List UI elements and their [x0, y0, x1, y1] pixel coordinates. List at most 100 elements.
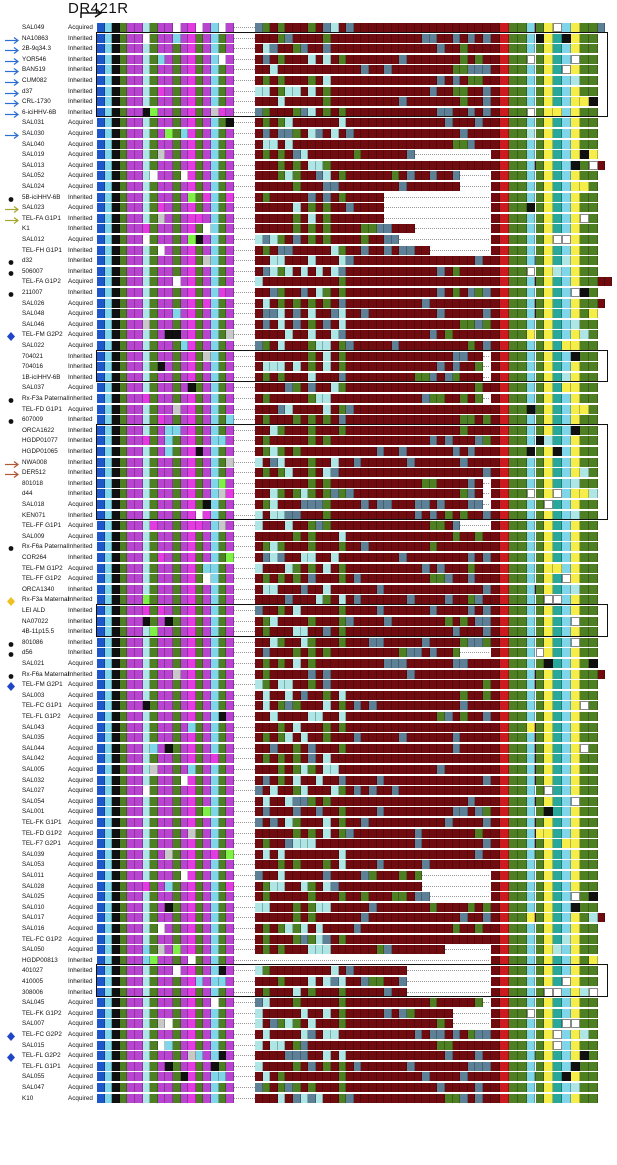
repeat-block	[571, 690, 580, 700]
gap-line	[233, 313, 255, 315]
repeat-block	[277, 129, 286, 138]
repeat-block	[218, 203, 227, 213]
repeat-block	[195, 266, 204, 276]
repeat-block	[369, 150, 377, 160]
repeat-block	[277, 139, 286, 149]
repeat-block	[104, 298, 113, 308]
repeat-block	[422, 107, 430, 117]
repeat-block	[142, 235, 151, 244]
repeat-block	[285, 362, 293, 372]
repeat-block	[483, 54, 491, 64]
repeat-block	[353, 54, 362, 64]
repeat-block	[293, 171, 301, 181]
repeat-block	[203, 182, 211, 191]
repeat-block	[270, 743, 278, 753]
repeat-block	[119, 54, 128, 64]
repeat-block	[165, 521, 173, 531]
repeat-block	[270, 542, 278, 552]
sample-name: COR264	[22, 554, 47, 561]
repeat-block	[544, 542, 554, 552]
repeat-block	[150, 362, 158, 372]
repeat-block	[369, 351, 377, 361]
repeat-block	[553, 330, 563, 340]
repeat-block	[173, 637, 181, 647]
repeat-block	[429, 341, 438, 350]
repeat-block	[580, 584, 589, 594]
gap-line	[233, 557, 255, 559]
repeat-block	[384, 107, 392, 117]
repeat-block	[491, 383, 500, 393]
repeat-block	[165, 659, 173, 668]
repeat-block	[376, 701, 385, 711]
repeat-block	[445, 425, 453, 435]
repeat-block	[437, 680, 445, 690]
repeat-block	[338, 690, 347, 700]
repeat-block	[112, 266, 120, 276]
repeat-block	[399, 266, 407, 276]
gap-line	[384, 217, 489, 220]
gap-line	[233, 684, 255, 686]
repeat-block	[499, 394, 509, 403]
repeat-block	[150, 33, 158, 43]
repeat-block	[270, 669, 278, 679]
repeat-block	[353, 415, 362, 425]
repeat-block	[437, 669, 445, 679]
repeat-block	[308, 160, 316, 170]
repeat-block	[165, 733, 173, 743]
repeat-block	[588, 404, 598, 414]
repeat-block	[104, 65, 113, 75]
repeat-block	[437, 330, 445, 340]
sample-name: SAL040	[22, 140, 45, 148]
repeat-block	[165, 160, 173, 170]
repeat-block	[588, 743, 598, 753]
repeat-block	[346, 669, 354, 679]
repeat-block	[277, 182, 286, 191]
repeat-block	[517, 754, 527, 764]
repeat-block	[414, 129, 423, 138]
repeat-block	[157, 415, 166, 425]
repeat-block	[346, 383, 354, 393]
repeat-block	[300, 372, 309, 382]
repeat-block	[562, 118, 572, 128]
repeat-block	[165, 65, 173, 75]
repeat-block	[391, 319, 400, 329]
gap-line	[414, 228, 489, 230]
repeat-block	[508, 235, 518, 244]
repeat-block	[142, 319, 151, 329]
repeat-block	[588, 563, 598, 573]
repeat-block	[422, 659, 430, 668]
repeat-block	[452, 680, 461, 690]
repeat-block	[262, 298, 271, 308]
repeat-block	[588, 341, 598, 350]
repeat-block	[508, 341, 518, 350]
repeat-block	[293, 383, 301, 393]
repeat-block	[203, 669, 211, 679]
repeat-block	[407, 23, 415, 32]
status-label: Inherited	[68, 628, 93, 636]
repeat-block	[173, 733, 181, 743]
repeat-block	[308, 521, 316, 531]
repeat-block	[127, 563, 135, 573]
repeat-block	[285, 351, 293, 361]
repeat-block	[580, 659, 589, 668]
repeat-block	[544, 690, 554, 700]
repeat-block	[445, 415, 453, 425]
repeat-block	[384, 436, 392, 446]
repeat-block	[255, 574, 263, 584]
repeat-block	[323, 722, 331, 732]
repeat-block	[499, 372, 509, 382]
repeat-block	[218, 277, 227, 287]
gap-line	[233, 90, 255, 93]
repeat-block	[445, 531, 453, 541]
repeat-block	[308, 733, 316, 743]
repeat-block	[188, 372, 196, 382]
sample-name: TEL-FH G1P1	[22, 246, 62, 254]
repeat-block	[173, 531, 181, 541]
repeat-block	[203, 330, 211, 340]
repeat-block	[517, 637, 527, 647]
repeat-block	[157, 171, 166, 181]
repeat-block	[315, 436, 324, 446]
repeat-block	[429, 330, 438, 340]
repeat-block	[571, 54, 580, 64]
gap-line	[233, 387, 255, 389]
